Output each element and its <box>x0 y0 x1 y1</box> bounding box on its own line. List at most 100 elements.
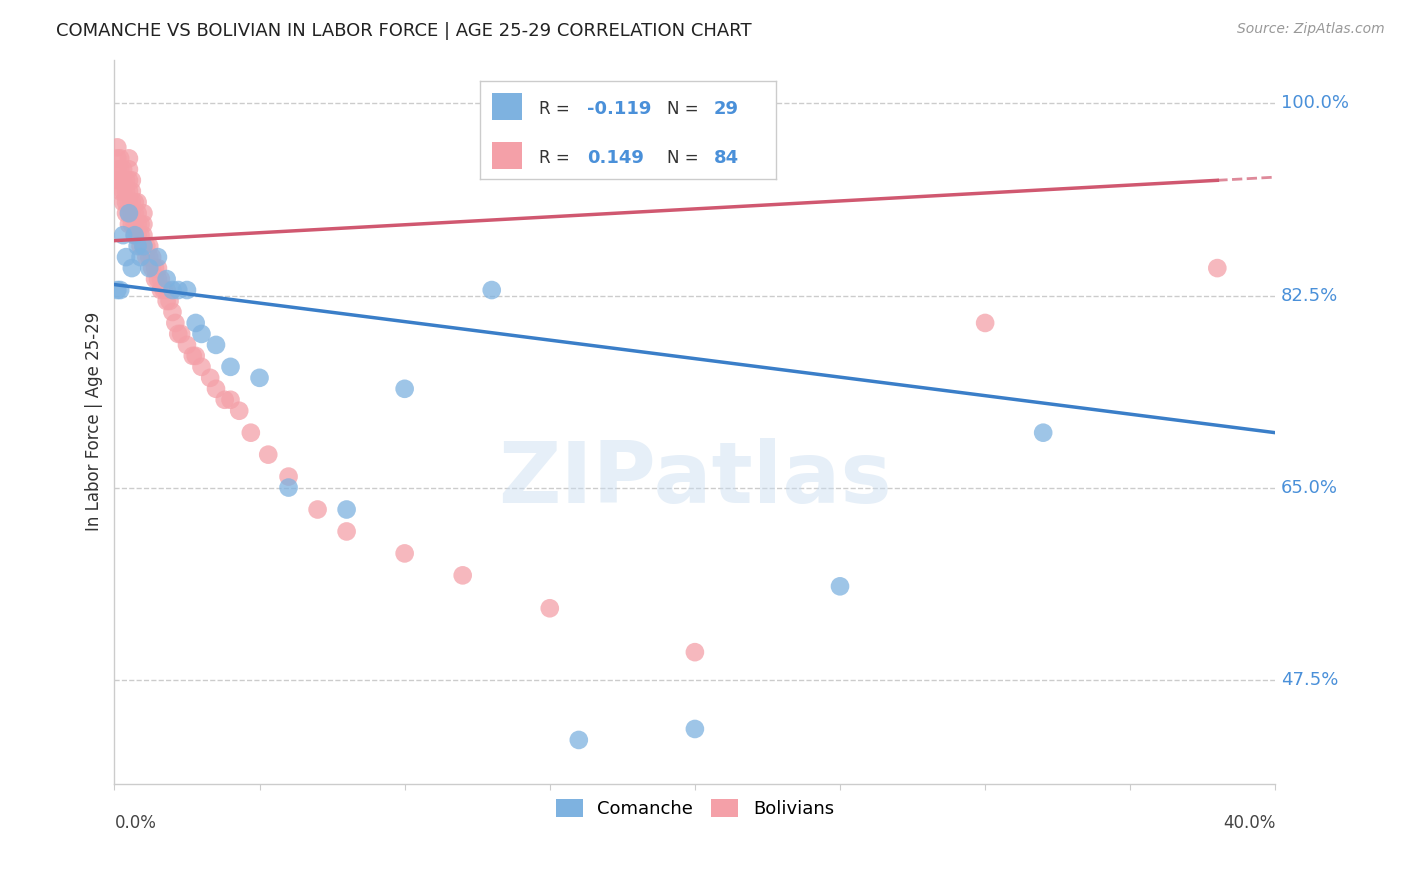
Point <box>683 722 706 736</box>
Point <box>115 173 138 187</box>
Point <box>135 250 157 264</box>
Point <box>1206 261 1229 276</box>
Point <box>538 601 561 615</box>
Point <box>974 316 997 330</box>
Point <box>141 250 163 264</box>
Point <box>127 195 149 210</box>
Text: 82.5%: 82.5% <box>1281 286 1339 304</box>
Point <box>156 283 179 297</box>
Point <box>277 469 299 483</box>
Point <box>105 173 128 187</box>
Point <box>110 283 132 297</box>
Point <box>105 140 128 154</box>
Point <box>190 326 212 341</box>
Point <box>132 239 155 253</box>
Text: 65.0%: 65.0% <box>1281 479 1339 497</box>
Point <box>336 502 359 516</box>
Point <box>129 228 152 243</box>
Point <box>110 152 132 166</box>
Point <box>394 382 416 396</box>
Point <box>451 568 474 582</box>
Point <box>135 239 157 253</box>
Point <box>176 338 198 352</box>
Point <box>118 217 141 231</box>
Point <box>568 733 591 747</box>
Text: 100.0%: 100.0% <box>1281 95 1350 112</box>
Point <box>184 316 207 330</box>
Point <box>214 392 236 407</box>
Point <box>118 206 141 220</box>
Point <box>112 228 135 243</box>
Text: ZIPatlas: ZIPatlas <box>498 438 891 521</box>
Point <box>127 206 149 220</box>
Point <box>121 206 143 220</box>
Point <box>481 283 503 297</box>
Point <box>129 239 152 253</box>
Point <box>146 272 169 286</box>
Point <box>683 645 706 659</box>
Point <box>205 338 228 352</box>
Point <box>198 371 221 385</box>
Text: Source: ZipAtlas.com: Source: ZipAtlas.com <box>1237 22 1385 37</box>
Point <box>167 326 190 341</box>
Point <box>127 239 149 253</box>
Point <box>149 272 172 286</box>
Point <box>118 195 141 210</box>
Point <box>132 239 155 253</box>
Point <box>121 217 143 231</box>
Point <box>115 206 138 220</box>
Point <box>307 502 329 516</box>
Point <box>170 326 193 341</box>
Point <box>828 579 851 593</box>
Point <box>112 173 135 187</box>
Point <box>110 184 132 198</box>
Point <box>115 184 138 198</box>
Legend: Comanche, Bolivians: Comanche, Bolivians <box>548 792 841 825</box>
Point <box>112 162 135 177</box>
Point <box>228 403 250 417</box>
Point <box>176 283 198 297</box>
Point <box>149 283 172 297</box>
Point <box>156 272 179 286</box>
Point <box>336 524 359 539</box>
Point <box>167 283 190 297</box>
Point <box>124 228 146 243</box>
Point <box>162 305 184 319</box>
Point <box>141 261 163 276</box>
Point <box>138 261 160 276</box>
Point <box>121 195 143 210</box>
Point <box>118 184 141 198</box>
Point <box>181 349 204 363</box>
Text: 0.0%: 0.0% <box>114 814 156 832</box>
Point <box>162 283 184 297</box>
Point <box>121 261 143 276</box>
Point <box>143 272 166 286</box>
Point <box>112 195 135 210</box>
Point <box>219 392 242 407</box>
Point <box>138 250 160 264</box>
Point <box>190 359 212 374</box>
Point <box>129 217 152 231</box>
Y-axis label: In Labor Force | Age 25-29: In Labor Force | Age 25-29 <box>86 312 103 532</box>
Point <box>277 481 299 495</box>
Point <box>239 425 262 440</box>
Point <box>205 382 228 396</box>
Text: 40.0%: 40.0% <box>1223 814 1275 832</box>
Point <box>394 546 416 560</box>
Point <box>124 217 146 231</box>
Point <box>132 228 155 243</box>
Point <box>110 173 132 187</box>
Point <box>146 250 169 264</box>
Point <box>152 283 174 297</box>
Point <box>249 371 271 385</box>
Point <box>115 195 138 210</box>
Point <box>132 217 155 231</box>
Point <box>105 283 128 297</box>
Point <box>110 173 132 187</box>
Point <box>1032 425 1054 440</box>
Point <box>112 184 135 198</box>
Point <box>118 152 141 166</box>
Point <box>129 250 152 264</box>
Text: 47.5%: 47.5% <box>1281 671 1339 689</box>
Point <box>165 316 187 330</box>
